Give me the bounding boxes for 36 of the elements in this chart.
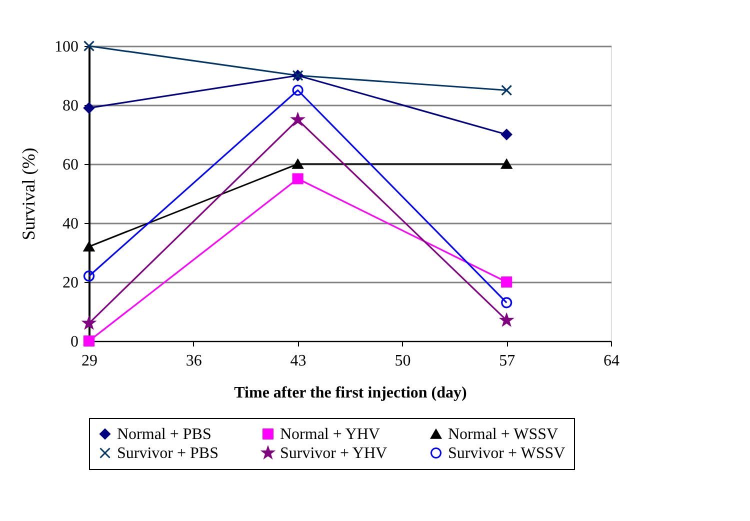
legend-label: Normal + YHV [280, 426, 380, 443]
x-tick-label: 36 [186, 352, 202, 370]
point [83, 102, 95, 114]
point [292, 113, 304, 126]
point [83, 40, 95, 52]
point [83, 242, 95, 252]
x-tick-label: 43 [290, 352, 306, 370]
legend-label: Normal + WSSV [448, 426, 559, 443]
point [500, 314, 513, 326]
legend-label: Normal + PBS [117, 426, 212, 443]
x-tick-label: 50 [394, 352, 411, 370]
y-tick-label: 20 [62, 274, 78, 292]
point [501, 128, 512, 140]
point [501, 297, 512, 308]
point [82, 316, 96, 329]
y-tick-label: 100 [54, 38, 78, 56]
point [501, 84, 512, 96]
point [501, 159, 512, 169]
y-tick-label: 40 [62, 216, 78, 232]
y-tick-label: 0 [70, 334, 78, 350]
y-axis-title: Survival (%) [18, 148, 38, 240]
x-tick-label: 64 [604, 352, 620, 370]
point [292, 84, 304, 96]
legend-label: Survivor + PBS [117, 445, 218, 462]
y-tick-label: 60 [62, 156, 78, 174]
x-tick-label: 57 [499, 352, 516, 370]
legend-label: Survivor + YHV [280, 445, 388, 462]
point [292, 173, 304, 184]
point [83, 335, 95, 347]
point [292, 159, 304, 169]
y-tick-label: 80 [62, 98, 78, 114]
point [501, 276, 512, 288]
legend-label: Survivor + WSSV [448, 445, 566, 462]
point [83, 270, 95, 282]
x-axis-title: Time after the first injection (day) [234, 384, 467, 402]
x-tick-label: 29 [82, 352, 98, 370]
